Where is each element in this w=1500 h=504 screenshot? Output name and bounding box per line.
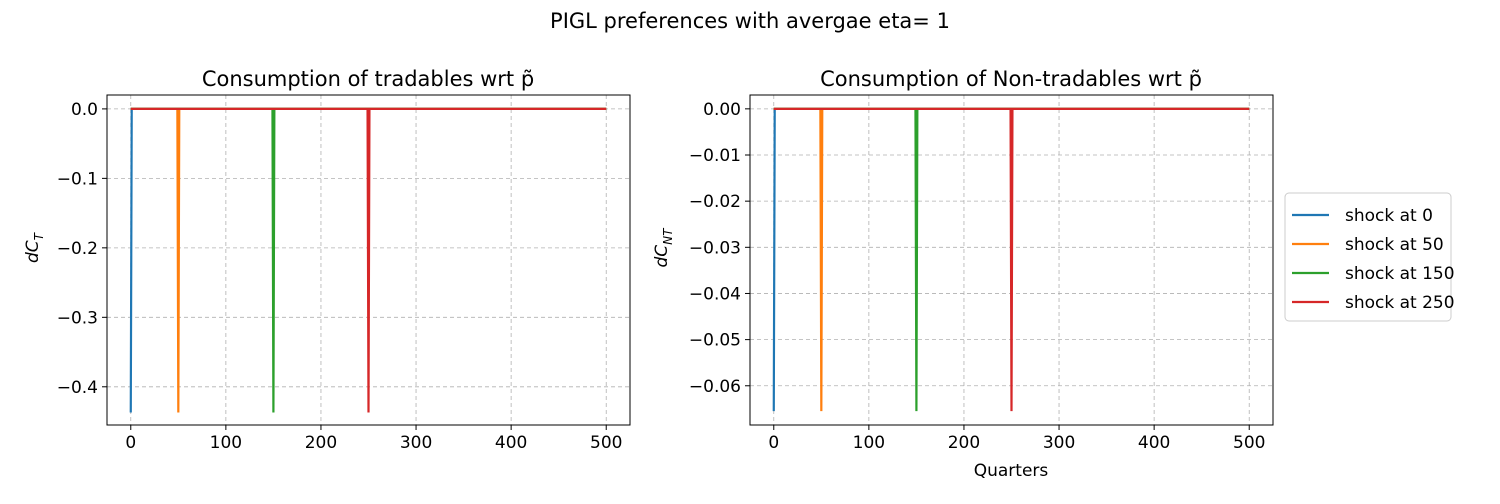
non-tradables-x-tick-label: 200	[948, 433, 980, 453]
tradables-y-tick-label: −0.1	[57, 169, 98, 189]
non-tradables-y-label-main: dC	[652, 245, 672, 268]
non-tradables-y-axis-label: dCNT	[652, 227, 675, 268]
tradables-ticks: 0 100 200 300 400 500 0.0 −0.1 −0.2 −0.3 −0.4	[57, 100, 623, 453]
non-tradables-series-line-shock-250	[773, 107, 1250, 412]
non-tradables-x-tick-label: 100	[853, 433, 885, 453]
tradables-x-tick-label: 200	[305, 433, 337, 453]
non-tradables-y-tick-label: −0.04	[689, 284, 741, 304]
tradables-panel-title: Consumption of tradables wrt p̃	[202, 67, 534, 91]
legend-label-shock-50: shock at 50	[1345, 235, 1444, 255]
tradables-y-tick-label: −0.2	[57, 239, 98, 259]
legend-box	[1284, 192, 1452, 322]
non-tradables-y-tick-label: −0.03	[689, 238, 741, 258]
tradables-y-tick-label: −0.4	[57, 378, 98, 398]
non-tradables-x-tick-label: 300	[1043, 433, 1075, 453]
tradables-panel: Consumption of tradables wrt p̃ 0 100 200 3…	[23, 67, 631, 453]
tradables-y-tick-label: 0.0	[71, 100, 98, 120]
non-tradables-panel: Consumption of Non-tradables wrt p̃ 0 100…	[652, 67, 1274, 481]
non-tradables-x-tick-label: 0	[768, 433, 779, 453]
tradables-series	[129, 107, 607, 413]
tradables-x-tick-label: 500	[590, 433, 622, 453]
non-tradables-y-tick-label: −0.06	[689, 377, 741, 397]
legend: shock at 0 shock at 50 shock at 150 shock a…	[1284, 192, 1455, 322]
non-tradables-x-axis-label: Quarters	[974, 461, 1049, 481]
tradables-x-tick-label: 400	[495, 433, 527, 453]
non-tradables-plot-frame	[749, 94, 1274, 426]
legend-label-shock-0: shock at 0	[1345, 206, 1433, 226]
tradables-x-tick-label: 0	[125, 433, 136, 453]
non-tradables-ticks: 0 100 200 300 400 500 0.00 −0.01 −0.02 −0.03 −0.04…	[689, 100, 1266, 453]
non-tradables-y-label-sub: NT	[661, 227, 675, 245]
non-tradables-y-tick-label: −0.01	[689, 146, 741, 166]
tradables-y-axis-label: dCT	[23, 231, 46, 263]
tradables-plot-frame	[106, 94, 631, 426]
non-tradables-y-tick-label: −0.05	[689, 331, 741, 351]
tradables-y-tick-label: −0.3	[57, 308, 98, 328]
non-tradables-x-tick-label: 400	[1138, 433, 1170, 453]
non-tradables-x-tick-label: 500	[1233, 433, 1265, 453]
tradables-x-tick-label: 100	[210, 433, 242, 453]
figure-suptitle: PIGL preferences with avergae eta= 1	[550, 9, 950, 33]
non-tradables-y-tick-label: −0.02	[689, 192, 741, 212]
tradables-y-label-sub: T	[32, 231, 46, 240]
legend-label-shock-250: shock at 250	[1345, 293, 1455, 313]
tradables-y-label-main: dC	[23, 240, 43, 263]
tradables-x-tick-label: 300	[400, 433, 432, 453]
non-tradables-series	[772, 107, 1250, 412]
non-tradables-y-tick-label: 0.00	[703, 100, 741, 120]
non-tradables-panel-title: Consumption of Non-tradables wrt p̃	[820, 67, 1202, 91]
legend-label-shock-150: shock at 150	[1345, 264, 1455, 284]
tradables-series-line-shock-250	[130, 107, 607, 413]
